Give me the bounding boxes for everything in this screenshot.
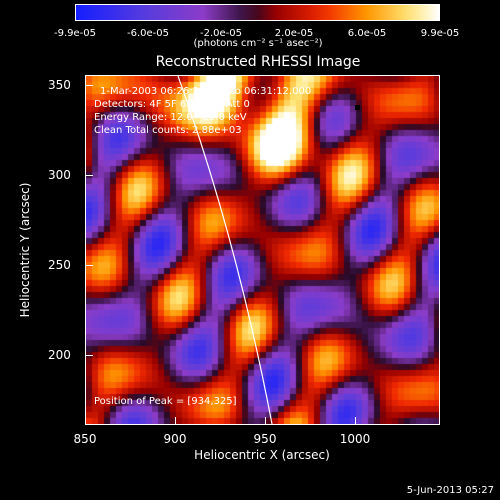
- y-tick-label: 350: [48, 78, 71, 92]
- y-axis-label: Heliocentric Y (arcsec): [18, 182, 32, 318]
- y-tick-mark: [85, 355, 93, 356]
- x-tick-label: 850: [73, 432, 97, 446]
- solar-limb-line: [177, 76, 273, 424]
- x-tick-label: 1000: [339, 432, 371, 446]
- x-axis-label: Heliocentric X (arcsec): [194, 448, 330, 462]
- image-canvas: [86, 76, 439, 424]
- time-range: 1-Mar-2003 06:26:28.000 to 06:31:12.000: [100, 86, 312, 97]
- y-tick-mark: [85, 175, 93, 176]
- colorbar: [75, 4, 440, 21]
- colorbar-tick: 2.0e-05: [274, 28, 314, 39]
- peak-position: Position of Peak = [934,325]: [94, 396, 237, 407]
- y-tick-label: 300: [48, 168, 71, 182]
- plot-title: Reconstructed RHESSI Image: [155, 54, 361, 70]
- detectors-label: Detectors: 4F 5F 6F 7F 8F Att 0: [94, 99, 250, 110]
- colorbar-tick: -9.9e-05: [54, 28, 96, 39]
- y-tick-label: 200: [48, 348, 71, 362]
- peak-marker: [355, 105, 360, 110]
- rhessi-image: 1-Mar-2003 06:26:28.000 to 06:31:12.000 …: [85, 75, 440, 425]
- y-tick-label: 250: [48, 258, 71, 272]
- clean-counts: Clean Total counts: 2.88e+03: [94, 125, 242, 136]
- x-tick-mark: [175, 417, 176, 425]
- y-tick-mark: [85, 265, 93, 266]
- footer-date: 5-Jun-2013 05:27: [406, 485, 494, 496]
- colorbar-tick: -6.0e-05: [127, 28, 169, 39]
- x-tick-mark: [265, 417, 266, 425]
- energy-range: Energy Range: 12.0 - 25.0 keV: [94, 112, 247, 123]
- y-tick-mark: [85, 85, 93, 86]
- colorbar-units: (photons cm⁻² s⁻¹ asec⁻²): [193, 38, 323, 49]
- x-tick-mark: [355, 417, 356, 425]
- colorbar-tick: 9.9e-05: [420, 28, 460, 39]
- colorbar-tick: 6.0e-05: [347, 28, 387, 39]
- colorbar-tick: -2.0e-05: [200, 28, 242, 39]
- x-tick-label: 900: [163, 432, 187, 446]
- x-tick-label: 950: [253, 432, 277, 446]
